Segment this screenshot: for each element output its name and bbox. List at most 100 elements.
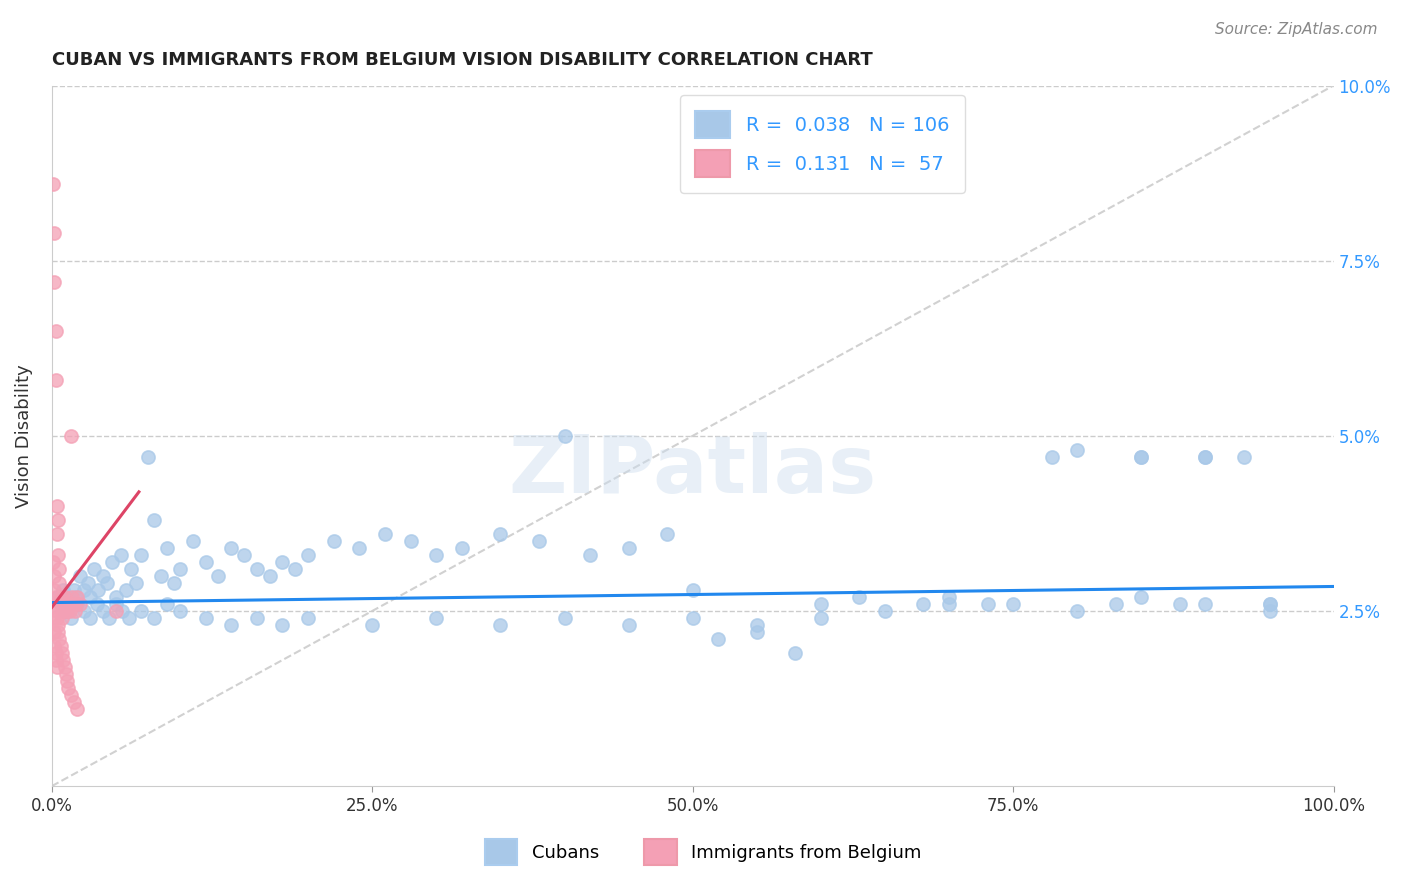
- Point: [44, 226, 66, 240]
- Point: [912, 597, 935, 611]
- Point: [785, 646, 807, 660]
- Point: [873, 604, 896, 618]
- Point: [45, 324, 67, 338]
- Text: ZIPatlas: ZIPatlas: [509, 432, 877, 510]
- Point: [69, 597, 91, 611]
- Point: [976, 597, 998, 611]
- Point: [169, 604, 191, 618]
- Point: [349, 541, 371, 555]
- Point: [617, 618, 640, 632]
- Point: [707, 632, 730, 646]
- Point: [271, 555, 294, 569]
- Point: [131, 548, 153, 562]
- Point: [55, 604, 77, 618]
- Point: [45, 527, 67, 541]
- Point: [1258, 597, 1281, 611]
- Point: [44, 639, 66, 653]
- Point: [48, 632, 70, 646]
- Point: [101, 555, 124, 569]
- Point: [55, 604, 77, 618]
- Point: [49, 590, 72, 604]
- Point: [46, 513, 69, 527]
- Point: [79, 611, 101, 625]
- Point: [682, 611, 704, 625]
- Point: [53, 660, 76, 674]
- Point: [46, 590, 69, 604]
- Point: [361, 618, 384, 632]
- Point: [1130, 450, 1153, 464]
- Point: [810, 597, 832, 611]
- Point: [579, 548, 602, 562]
- Point: [1258, 604, 1281, 618]
- Point: [58, 590, 80, 604]
- Point: [45, 597, 67, 611]
- Point: [1194, 597, 1216, 611]
- Point: [48, 562, 70, 576]
- Point: [66, 597, 89, 611]
- Point: [45, 653, 67, 667]
- Point: [246, 611, 269, 625]
- Point: [297, 548, 319, 562]
- Point: [682, 582, 704, 597]
- Point: [91, 569, 114, 583]
- Point: [51, 604, 73, 618]
- Point: [62, 582, 84, 597]
- Point: [162, 576, 184, 591]
- Point: [87, 582, 110, 597]
- Point: [58, 597, 80, 611]
- Point: [83, 562, 105, 576]
- Point: [51, 611, 73, 625]
- Point: [49, 597, 72, 611]
- Point: [149, 569, 172, 583]
- Point: [1258, 597, 1281, 611]
- Point: [59, 597, 82, 611]
- Point: [62, 695, 84, 709]
- Point: [118, 611, 141, 625]
- Point: [56, 604, 79, 618]
- Point: [44, 625, 66, 640]
- Point: [297, 611, 319, 625]
- Point: [52, 653, 75, 667]
- Point: [69, 569, 91, 583]
- Point: [96, 576, 118, 591]
- Point: [1168, 597, 1191, 611]
- Point: [59, 604, 82, 618]
- Point: [194, 555, 217, 569]
- Point: [169, 562, 191, 576]
- Point: [45, 611, 67, 625]
- Point: [60, 590, 83, 604]
- Point: [45, 590, 67, 604]
- Point: [98, 611, 121, 625]
- Point: [110, 548, 132, 562]
- Point: [44, 582, 66, 597]
- Point: [51, 646, 73, 660]
- Point: [125, 576, 148, 591]
- Point: [425, 611, 447, 625]
- Point: [46, 625, 69, 640]
- Point: [42, 555, 65, 569]
- Point: [45, 646, 67, 660]
- Point: [1066, 604, 1088, 618]
- Point: [45, 373, 67, 387]
- Point: [79, 590, 101, 604]
- Point: [246, 562, 269, 576]
- Point: [136, 450, 159, 464]
- Point: [143, 513, 166, 527]
- Point: [73, 604, 96, 618]
- Point: [219, 541, 242, 555]
- Point: [233, 548, 256, 562]
- Point: [52, 597, 75, 611]
- Legend: Cubans, Immigrants from Belgium: Cubans, Immigrants from Belgium: [475, 830, 931, 874]
- Point: [617, 541, 640, 555]
- Point: [271, 618, 294, 632]
- Point: [120, 562, 142, 576]
- Point: [181, 533, 204, 548]
- Point: [53, 597, 76, 611]
- Point: [53, 590, 76, 604]
- Point: [527, 533, 550, 548]
- Point: [65, 597, 87, 611]
- Point: [91, 604, 114, 618]
- Point: [451, 541, 474, 555]
- Point: [938, 590, 960, 604]
- Point: [553, 611, 575, 625]
